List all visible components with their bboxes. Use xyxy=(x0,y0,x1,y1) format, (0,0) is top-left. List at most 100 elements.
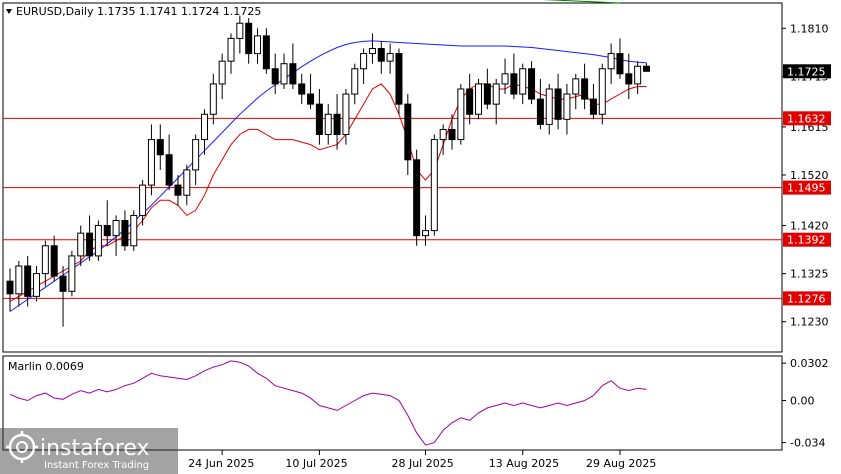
x-tick-label: 10 Jul 2025 xyxy=(285,457,347,470)
candle xyxy=(377,40,385,74)
candle xyxy=(563,83,571,135)
candle xyxy=(368,33,376,64)
candle-body-bear xyxy=(616,53,624,75)
candle-body-bull xyxy=(77,232,85,257)
candle xyxy=(483,68,491,110)
candle-body-bull xyxy=(218,60,226,85)
candle-body-bear xyxy=(642,65,650,72)
candle xyxy=(68,250,76,297)
candle-body-bull xyxy=(572,78,580,95)
candle xyxy=(289,43,297,89)
candle-body-bear xyxy=(466,88,474,115)
candle xyxy=(607,43,615,84)
candle-body-bear xyxy=(165,154,173,186)
candle xyxy=(174,174,182,206)
candle-body-bear xyxy=(581,78,589,100)
candle xyxy=(634,61,642,95)
candle xyxy=(598,63,606,125)
level-label-background xyxy=(783,111,831,126)
candle xyxy=(254,28,262,64)
x-tick-label: 29 Aug 2025 xyxy=(586,457,656,470)
candle xyxy=(457,83,465,145)
symbol-header: EURUSD,Daily 1.1735 1.1741 1.1724 1.1725 xyxy=(6,5,261,18)
candle-body-bull xyxy=(236,22,244,39)
candle-body-bull xyxy=(598,68,606,115)
candle-body-bull xyxy=(183,169,191,196)
candle-body-bear xyxy=(24,265,32,297)
candle-body-bear xyxy=(121,219,129,247)
candle-body-bull xyxy=(421,230,429,237)
candle-body-bull xyxy=(209,83,217,115)
candle-body-bear xyxy=(377,48,385,62)
candle-body-bear xyxy=(6,280,14,295)
candle-body-bull xyxy=(386,53,394,62)
candle-body-bull xyxy=(280,63,288,85)
level-label: 1.1632 xyxy=(787,112,826,125)
symbol-info: EURUSD,Daily 1.1735 1.1741 1.1724 1.1725 xyxy=(16,5,261,18)
candle-body-bear xyxy=(536,98,544,125)
candle-body-bear xyxy=(589,98,597,115)
candle xyxy=(448,114,456,150)
candle-body-bear xyxy=(510,73,518,95)
candle xyxy=(165,134,173,191)
candle xyxy=(519,63,527,105)
osc-tick-label: 0.0302 xyxy=(790,357,829,370)
candle-body-bear xyxy=(245,22,253,55)
candle-body-bull xyxy=(457,88,465,141)
candle-body-bull xyxy=(147,139,155,186)
candles xyxy=(6,15,650,327)
candle-body-bear xyxy=(103,225,111,237)
candle xyxy=(413,149,421,246)
candle-body-bull xyxy=(439,128,447,141)
candle xyxy=(41,240,49,287)
level-label: 1.1495 xyxy=(787,182,826,195)
osc-tick-label: 0.00 xyxy=(790,395,815,408)
candle-body-bull xyxy=(112,219,120,237)
candle xyxy=(439,124,447,155)
candle xyxy=(86,215,94,261)
candle xyxy=(192,134,200,186)
candle xyxy=(342,88,350,145)
last-price-marker: 1.1725 xyxy=(783,64,831,79)
candle xyxy=(112,215,120,256)
candle xyxy=(554,73,562,130)
candle-body-bull xyxy=(94,225,102,257)
candle-body-bull xyxy=(430,139,438,232)
candle xyxy=(15,260,23,307)
oscillator-background xyxy=(2,355,783,451)
candle-body-bear xyxy=(307,93,315,105)
candle xyxy=(280,53,288,89)
oscillator-frame xyxy=(2,355,783,451)
candle xyxy=(642,63,650,72)
x-tick-label: 28 Jul 2025 xyxy=(391,457,453,470)
collapse-triangle-icon[interactable] xyxy=(6,9,12,14)
candle xyxy=(572,73,580,110)
candle xyxy=(625,53,633,100)
last-price-label: 1.1725 xyxy=(787,65,826,78)
watermark: instaforex Instant Forex Trading xyxy=(0,428,178,474)
candle xyxy=(50,235,58,282)
candle xyxy=(510,53,518,100)
candle-body-bull xyxy=(607,53,615,70)
candle-body-bear xyxy=(271,68,279,85)
candle xyxy=(227,33,235,74)
candle-body-bull xyxy=(41,245,49,275)
y-tick-label: 1.1810 xyxy=(790,22,829,35)
candle xyxy=(245,18,253,64)
candle-body-bull xyxy=(192,139,200,171)
candle xyxy=(271,53,279,95)
candle xyxy=(466,73,474,125)
candle-body-bull xyxy=(368,48,376,55)
candle xyxy=(581,63,589,110)
level-label-background xyxy=(783,232,831,247)
candle xyxy=(430,134,438,236)
candle-body-bull xyxy=(139,184,147,216)
oscillator-line xyxy=(9,360,647,446)
candle-body-bear xyxy=(333,113,341,136)
candle xyxy=(59,266,67,327)
candle xyxy=(218,53,226,100)
candle-body-bear xyxy=(289,63,297,85)
candle xyxy=(33,266,41,302)
candle-body-bear xyxy=(413,159,421,237)
